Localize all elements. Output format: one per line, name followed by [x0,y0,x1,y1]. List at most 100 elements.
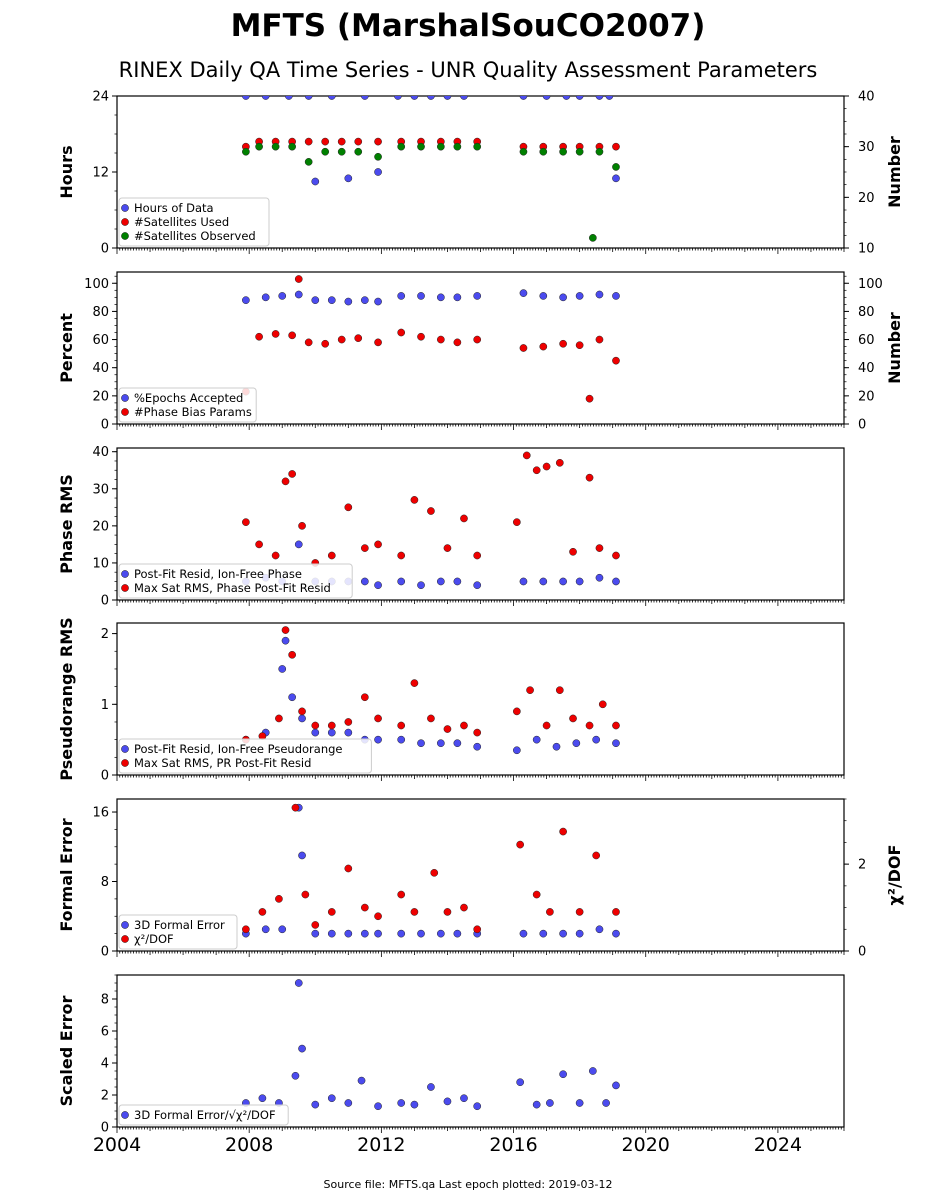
y-right-ticks: 0 20 40 60 80 100 [844,275,883,433]
y-axis-label: Hours [57,145,76,198]
data-point [612,551,620,560]
y-tick-label: 2 [101,627,109,642]
y-left-ticks: 0 1 2 [101,627,117,784]
data-point [344,864,353,873]
y-tick-label: 100 [84,277,109,292]
data-point [271,551,280,560]
data-point [321,339,330,348]
data-point [575,292,584,300]
data-point [589,1067,597,1075]
data-point [288,650,296,659]
y-tick-label: 8 [101,993,109,1008]
data-point [278,665,287,673]
data-point [519,577,528,586]
data-point [397,328,406,337]
legend-marker [121,394,129,402]
data-point [291,1071,300,1080]
data-point [559,147,567,156]
figure-footer: Source file: MFTS.qa Last epoch plotted:… [324,1178,613,1191]
data-point [344,929,353,938]
legend-label: Max Sat RMS, Phase Post-Fit Resid [134,581,331,595]
data-point [360,903,369,912]
data-point [281,636,290,645]
data-point [595,147,604,156]
data-point [473,1102,482,1111]
data-point [575,908,584,916]
data-point [337,147,346,156]
data-point [436,335,445,344]
data-point [304,137,313,146]
data-point [327,551,336,560]
y-left-ticks: 0 12 24 [92,90,117,257]
series-1 [242,96,620,186]
data-point [592,735,601,744]
data-point [460,514,468,523]
data-point [311,296,320,304]
data-point [394,96,402,100]
data-point [275,895,283,903]
y-tick-label: 0 [101,418,109,433]
data-point [513,746,521,755]
data-point [374,1102,382,1111]
data-point [321,137,330,146]
data-point [513,707,521,716]
data-point [360,929,369,938]
y-tick-label: 6 [101,1025,109,1040]
data-point [612,163,620,171]
data-point [410,1100,419,1109]
data-marks [242,275,620,403]
data-point [360,577,369,586]
data-point [575,1099,584,1107]
x-tick-label: 2008 [225,1134,273,1156]
data-marks [242,979,620,1111]
legend-label: Post-Fit Resid, Ion-Free Pseudorange [134,742,342,756]
data-point [598,700,607,709]
data-point [612,739,620,748]
data-marks [242,803,620,938]
data-point [397,577,406,586]
data-point [595,925,604,934]
data-point [552,742,561,751]
data-point [473,142,482,151]
data-point [261,293,270,302]
y2-tick-label: 2 [858,858,866,873]
y-tick-label: 4 [101,1057,109,1072]
y-tick-label: 0 [101,242,109,257]
data-point [255,332,263,341]
panel-6: 0 2 4 6 8 Scaled Error 2004 2008 2012 2016 2020 202… [57,974,845,1156]
series-2 [242,451,620,567]
legend-label: #Phase Bias Params [134,405,252,419]
y-tick-label: 40 [92,361,109,376]
data-point [327,96,336,100]
series-1 [242,289,620,306]
data-point [327,929,336,938]
legend-marker [121,408,129,416]
data-point [539,342,548,351]
data-point [443,725,452,733]
legend: 3D Formal Error/√χ²/DOF [118,1104,289,1126]
data-point [360,96,369,100]
legend: Hours of Data#Satellites Used#Satellites… [118,197,270,247]
legend-marker [121,935,129,943]
data-point [397,292,406,300]
data-point [436,739,445,748]
data-point [473,728,482,737]
data-point [397,735,406,744]
legend-box [118,1104,289,1126]
data-point [542,462,551,471]
data-point [354,334,363,342]
data-point [562,96,571,100]
data-point [546,908,554,916]
data-point [374,168,382,176]
data-point [304,338,313,347]
data-point [559,929,567,938]
data-point [344,297,353,306]
data-point [612,929,620,938]
data-point [374,297,382,306]
legend-label: Hours of Data [134,201,214,215]
data-point [397,890,406,899]
data-point [344,718,353,726]
data-point [255,142,263,151]
